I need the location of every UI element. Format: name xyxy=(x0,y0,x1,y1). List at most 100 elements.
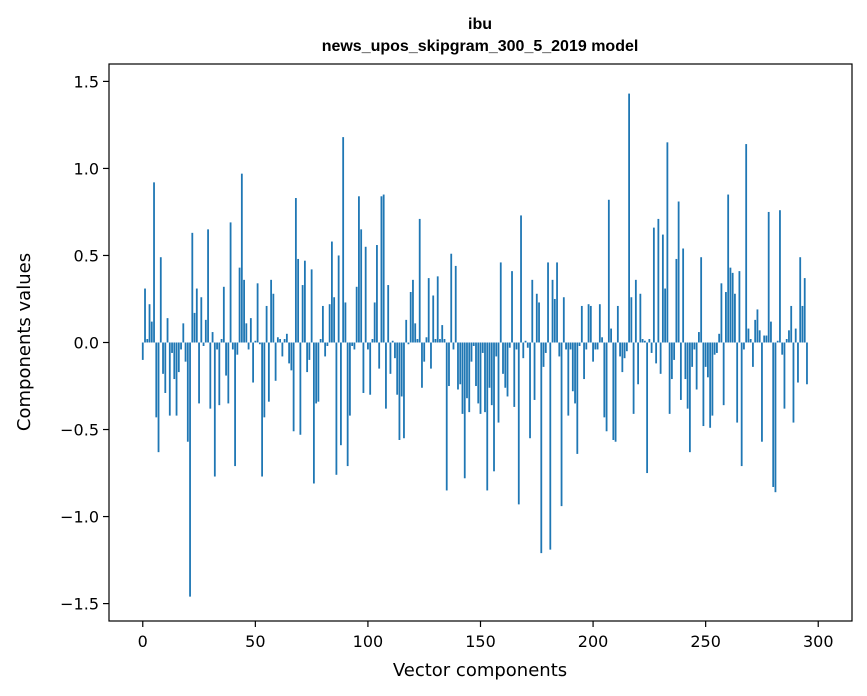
chart-title-line-2: news_upos_skipgram_300_5_2019 model xyxy=(322,38,639,55)
bar-component-120 xyxy=(412,280,414,343)
bar-component-104 xyxy=(376,245,378,342)
bar-component-171 xyxy=(527,343,529,348)
bar-component-53 xyxy=(261,343,263,477)
bar-component-218 xyxy=(633,343,635,414)
bar-component-77 xyxy=(315,343,317,404)
x-tick-label: 0 xyxy=(138,632,148,651)
bar-component-80 xyxy=(322,306,324,343)
bar-component-173 xyxy=(531,280,533,343)
bar-component-109 xyxy=(387,285,389,342)
bar-component-125 xyxy=(423,343,425,362)
bar-component-52 xyxy=(259,343,261,345)
bar-component-276 xyxy=(763,336,765,343)
bar-component-64 xyxy=(286,334,288,343)
bar-component-68 xyxy=(295,198,297,342)
bar-component-36 xyxy=(223,287,225,343)
bar-component-277 xyxy=(766,336,768,343)
bar-component-256 xyxy=(718,334,720,343)
bar-component-253 xyxy=(712,343,714,416)
bar-component-71 xyxy=(302,285,304,342)
bar-component-286 xyxy=(786,339,788,342)
bar-component-129 xyxy=(432,296,434,343)
bar-component-280 xyxy=(772,343,774,487)
bar-component-202 xyxy=(597,343,599,350)
bar-component-83 xyxy=(329,304,331,342)
bar-component-100 xyxy=(367,343,369,350)
x-axis-label: Vector components xyxy=(393,660,567,681)
bar-component-146 xyxy=(471,343,473,362)
bar-component-10 xyxy=(164,343,166,393)
bar-component-37 xyxy=(225,343,227,376)
bar-component-294 xyxy=(804,278,806,342)
bar-component-181 xyxy=(549,343,551,550)
bar-component-271 xyxy=(752,343,754,367)
bar-component-220 xyxy=(637,343,639,385)
bar-component-11 xyxy=(167,318,169,342)
bar-component-96 xyxy=(358,196,360,342)
bar-component-225 xyxy=(648,339,650,342)
bar-component-143 xyxy=(464,343,466,479)
bar-component-88 xyxy=(340,343,342,446)
bar-component-24 xyxy=(196,289,198,343)
bar-component-237 xyxy=(675,259,677,343)
bar-component-97 xyxy=(360,229,362,342)
bar-component-131 xyxy=(437,276,439,342)
bar-component-144 xyxy=(466,343,468,399)
bar-component-61 xyxy=(279,339,281,342)
bar-component-13 xyxy=(171,343,173,353)
bar-component-32 xyxy=(214,343,216,477)
bar-component-160 xyxy=(502,343,504,374)
bar-component-157 xyxy=(495,343,497,357)
bar-component-264 xyxy=(736,343,738,423)
bar-component-141 xyxy=(459,343,461,385)
bar-component-268 xyxy=(745,144,747,342)
bar-component-248 xyxy=(700,257,702,342)
bar-component-273 xyxy=(757,309,759,342)
bar-component-279 xyxy=(770,322,772,343)
bar-component-257 xyxy=(721,283,723,342)
bar-component-136 xyxy=(448,343,450,387)
bar-component-178 xyxy=(543,343,545,367)
bar-component-123 xyxy=(419,219,421,343)
bar-component-194 xyxy=(579,343,581,346)
bar-component-110 xyxy=(390,343,392,374)
bar-component-57 xyxy=(270,280,272,343)
bar-component-284 xyxy=(781,343,783,355)
bar-component-270 xyxy=(750,339,752,342)
bar-component-133 xyxy=(441,325,443,342)
bar-component-117 xyxy=(405,320,407,343)
bar-component-255 xyxy=(716,343,718,353)
bar-component-122 xyxy=(417,339,419,342)
bar-component-242 xyxy=(687,343,689,409)
bar-component-48 xyxy=(250,318,252,342)
bar-component-168 xyxy=(520,215,522,342)
bar-component-247 xyxy=(698,332,700,342)
bar-component-92 xyxy=(349,343,351,416)
chart-title-line-1: ibu xyxy=(468,16,492,33)
bar-component-4 xyxy=(151,322,153,343)
bar-component-170 xyxy=(525,341,527,343)
bar-component-67 xyxy=(293,343,295,432)
bar-component-93 xyxy=(351,343,353,346)
bar-component-231 xyxy=(662,235,664,343)
bar-component-274 xyxy=(759,330,761,342)
bar-component-219 xyxy=(635,280,637,343)
bar-component-214 xyxy=(624,343,626,359)
bar-component-258 xyxy=(723,343,725,406)
bar-component-250 xyxy=(705,343,707,367)
bar-component-101 xyxy=(369,343,371,395)
bar-component-186 xyxy=(561,343,563,507)
bar-component-287 xyxy=(788,330,790,342)
bar-component-27 xyxy=(203,343,205,346)
y-tick-label: 1.5 xyxy=(74,72,99,91)
bar-component-188 xyxy=(565,343,567,350)
bar-component-20 xyxy=(187,343,189,442)
bar-component-65 xyxy=(288,343,290,364)
bar-component-3 xyxy=(149,304,151,342)
bar-component-113 xyxy=(396,343,398,395)
bar-component-41 xyxy=(234,343,236,467)
bar-component-190 xyxy=(570,343,572,350)
bar-component-191 xyxy=(572,343,574,392)
bar-component-69 xyxy=(297,259,299,343)
bar-component-221 xyxy=(639,294,641,343)
